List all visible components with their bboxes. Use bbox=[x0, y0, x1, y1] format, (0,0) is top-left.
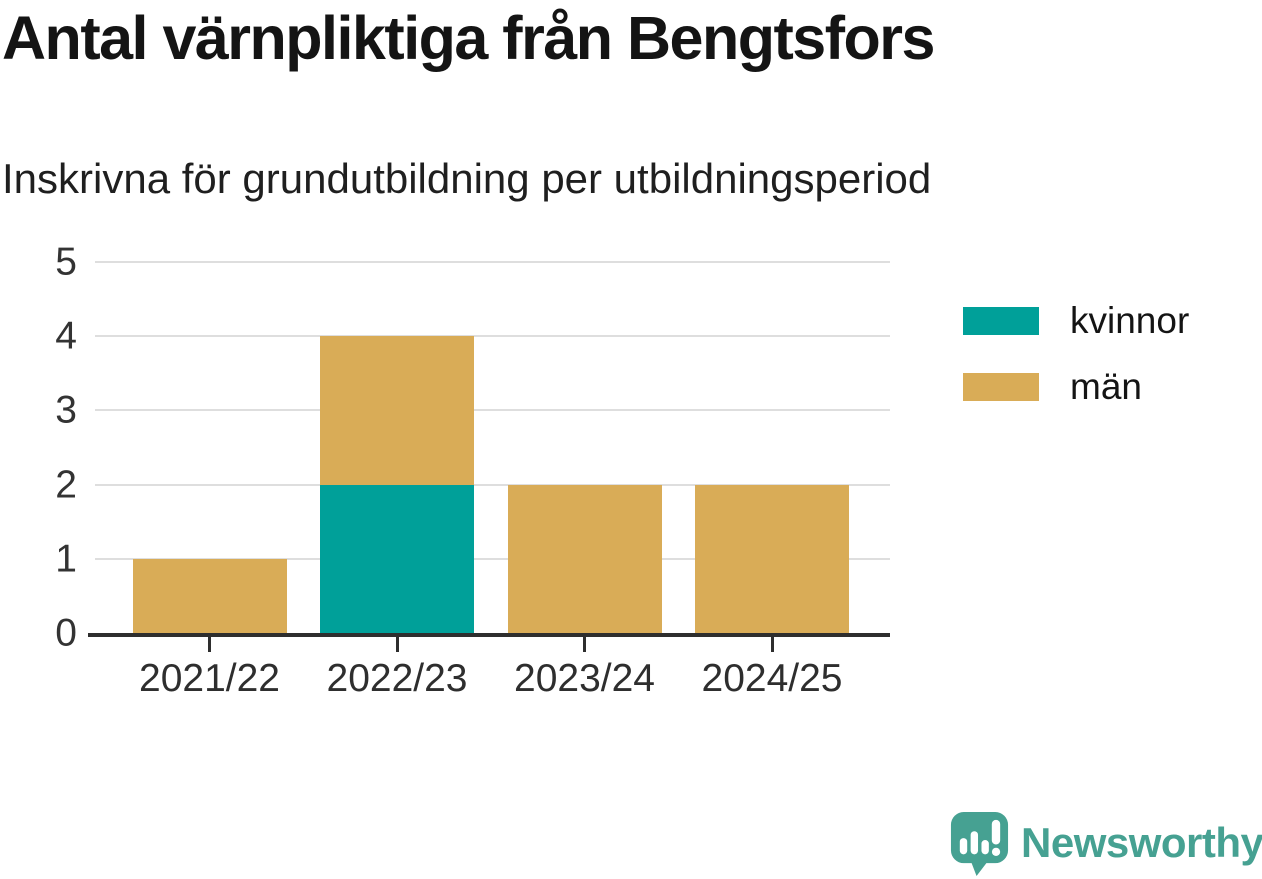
x-axis-tick bbox=[208, 637, 211, 652]
x-axis-tick bbox=[770, 637, 774, 652]
y-gridline bbox=[95, 409, 890, 412]
legend-label: kvinnor bbox=[1070, 300, 1190, 341]
newsworthy-logo: Newsworthy bbox=[948, 810, 1262, 876]
x-axis-tick-label: 2022/23 bbox=[326, 657, 468, 700]
x-axis-baseline bbox=[88, 633, 890, 637]
x-axis-tick bbox=[583, 637, 586, 652]
bar-segment-kvinnor bbox=[320, 484, 474, 633]
y-gridline bbox=[95, 261, 890, 263]
chart-subtitle: Inskrivna för grundutbildning per utbild… bbox=[2, 155, 932, 202]
bar-segment-män bbox=[320, 336, 474, 485]
y-axis-tick-label: 2 bbox=[55, 463, 77, 507]
y-gridline bbox=[95, 557, 890, 560]
bar-segment-män bbox=[507, 484, 662, 633]
y-gridline bbox=[95, 483, 890, 486]
y-axis-tick-label: 0 bbox=[55, 611, 77, 655]
y-axis-tick-label: 4 bbox=[55, 314, 77, 358]
y-axis-tick-label: 5 bbox=[55, 240, 77, 284]
bar-segment-män bbox=[695, 484, 849, 633]
y-axis-tick-label: 3 bbox=[55, 388, 77, 432]
legend-swatch-män bbox=[963, 372, 1039, 401]
y-gridline bbox=[95, 335, 890, 338]
legend-item-kvinnor: kvinnor bbox=[963, 302, 1189, 339]
y-axis-tick-label: 1 bbox=[55, 537, 77, 581]
newsworthy-wordmark: Newsworthy bbox=[1021, 819, 1262, 866]
newsworthy-speech-bubble-chart-icon bbox=[950, 811, 1009, 876]
x-axis-tick-label: 2021/22 bbox=[139, 657, 280, 700]
legend-label: män bbox=[1070, 366, 1142, 407]
legend-item-män: män bbox=[963, 368, 1189, 405]
x-axis-tick bbox=[395, 637, 399, 652]
legend: kvinnor män bbox=[963, 302, 1189, 434]
chart-title: Antal värnpliktiga från Bengtsfors bbox=[2, 4, 935, 72]
x-axis-tick-label: 2024/25 bbox=[701, 657, 843, 700]
legend-swatch-kvinnor bbox=[963, 306, 1039, 335]
bar-segment-män bbox=[132, 558, 287, 633]
x-axis-tick-label: 2023/24 bbox=[514, 657, 655, 700]
